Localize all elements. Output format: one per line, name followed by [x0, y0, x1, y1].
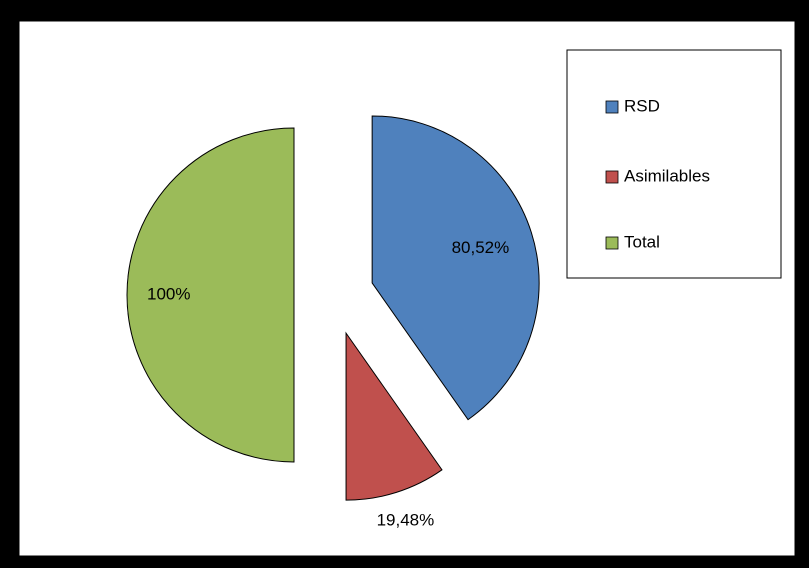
legend-box: [566, 49, 782, 279]
pie-slice: [371, 115, 540, 421]
legend-label: Asimilables: [624, 166, 710, 185]
legend-label: Total: [624, 232, 660, 251]
pie-slice: [126, 127, 295, 463]
legend-label: RSD: [624, 96, 660, 115]
legend-swatch: [605, 236, 619, 250]
legend-swatch: [605, 170, 619, 184]
pie-slice: [345, 331, 443, 501]
data-label: 80,52%: [452, 238, 510, 257]
data-label: 100%: [147, 284, 190, 303]
data-label: 19,48%: [377, 511, 435, 530]
legend-swatch: [605, 100, 619, 114]
